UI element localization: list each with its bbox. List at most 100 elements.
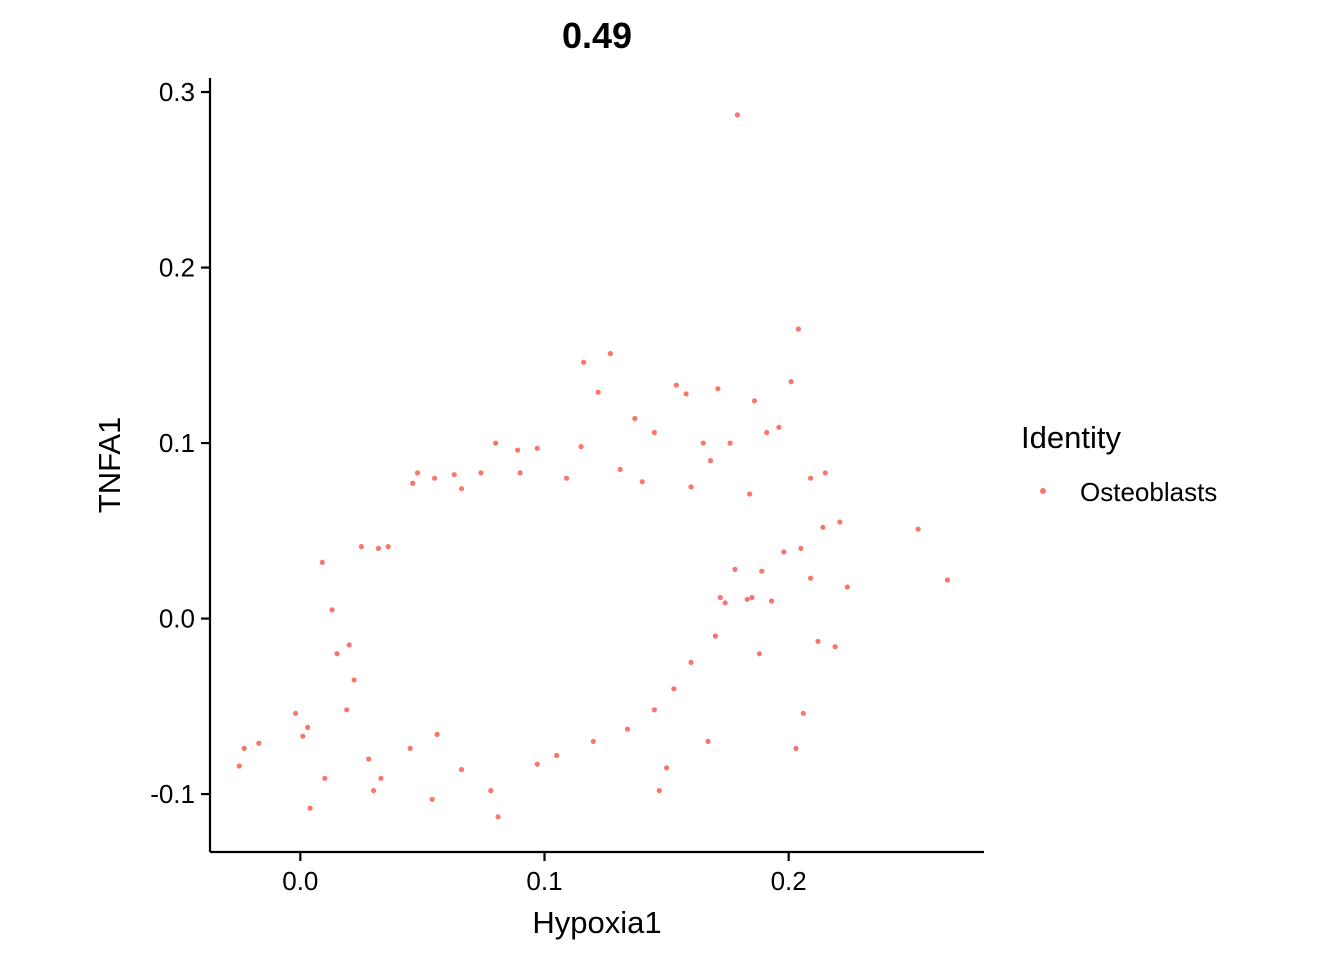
data-point — [305, 724, 311, 731]
data-point — [759, 568, 765, 574]
data-point — [717, 594, 723, 601]
data-point — [375, 545, 382, 552]
data-point — [837, 519, 843, 525]
data-point — [534, 445, 540, 451]
data-point — [344, 707, 350, 713]
data-point — [458, 766, 465, 773]
data-point — [781, 549, 787, 555]
data-point — [410, 480, 416, 486]
data-point — [673, 382, 680, 388]
data-point — [256, 740, 262, 746]
data-point — [607, 351, 614, 357]
y-tick-label: -0.1 — [150, 779, 195, 809]
data-point — [651, 429, 658, 436]
data-point — [300, 733, 306, 739]
data-point — [712, 633, 719, 639]
data-point — [705, 738, 711, 745]
data-point — [688, 484, 694, 490]
data-point — [751, 398, 758, 404]
data-point — [371, 788, 377, 794]
data-point — [744, 596, 750, 602]
data-point — [734, 112, 741, 118]
data-point — [517, 470, 523, 476]
data-point — [554, 752, 560, 759]
data-point — [749, 594, 755, 601]
data-point — [844, 584, 850, 590]
data-point — [764, 429, 770, 436]
legend-label-osteoblasts: Osteoblasts — [1080, 477, 1217, 507]
data-point — [432, 475, 438, 481]
y-axis-title: TNFA1 — [92, 417, 127, 513]
data-point — [715, 386, 721, 392]
data-point — [581, 359, 587, 365]
data-point — [915, 526, 921, 532]
data-point — [590, 738, 596, 745]
data-point — [664, 765, 670, 771]
data-point — [769, 598, 775, 604]
data-point — [292, 710, 299, 716]
y-axis-ticks: -0.1 0.0 0.1 0.2 0.3 — [150, 77, 210, 809]
data-point — [756, 651, 763, 657]
data-point — [671, 686, 677, 692]
data-point — [688, 659, 694, 666]
data-point — [478, 470, 484, 476]
data-point — [788, 379, 794, 385]
legend-key-osteoblasts — [1040, 488, 1046, 494]
data-point — [578, 444, 584, 450]
data-point — [351, 677, 357, 683]
data-point — [808, 475, 814, 481]
data-point — [727, 440, 733, 446]
y-tick-label: 0.1 — [159, 428, 195, 458]
data-point — [385, 544, 391, 550]
legend: Identity Osteoblasts — [1021, 420, 1217, 507]
data-point — [495, 814, 501, 820]
data-point — [329, 607, 335, 613]
data-point — [632, 415, 638, 422]
y-tick-label: 0.2 — [159, 253, 195, 283]
data-point — [534, 761, 540, 767]
data-point — [617, 466, 623, 472]
data-point — [346, 642, 352, 648]
data-point — [563, 475, 570, 481]
data-point — [378, 775, 384, 781]
data-point — [707, 458, 714, 464]
data-point — [808, 575, 814, 581]
data-point — [236, 763, 242, 769]
data-point — [434, 731, 440, 738]
data-point — [776, 424, 782, 430]
data-point — [595, 389, 601, 395]
data-point — [241, 745, 247, 752]
data-point — [944, 577, 951, 583]
x-tick-label: 0.1 — [526, 866, 562, 896]
data-point — [488, 788, 494, 794]
chart-title: 0.49 — [562, 15, 632, 56]
data-point — [815, 638, 821, 645]
data-point — [307, 805, 313, 811]
data-point — [334, 651, 340, 657]
point-layer — [236, 112, 951, 820]
data-point — [795, 326, 802, 332]
data-point — [820, 524, 826, 530]
data-point — [793, 745, 799, 752]
x-tick-label: 0.2 — [771, 866, 807, 896]
y-tick-label: 0.3 — [159, 77, 195, 107]
data-point — [832, 644, 838, 650]
data-point — [319, 559, 325, 566]
data-point — [639, 479, 645, 485]
data-point — [683, 391, 689, 397]
data-point — [458, 486, 465, 492]
data-point — [651, 707, 658, 713]
x-axis-title: Hypoxia1 — [532, 905, 661, 940]
data-point — [700, 440, 706, 446]
data-point — [515, 447, 521, 453]
data-point — [656, 788, 662, 794]
x-tick-label: 0.0 — [282, 866, 318, 896]
data-point — [800, 710, 806, 716]
data-point — [407, 745, 413, 752]
legend-title: Identity — [1021, 420, 1121, 455]
data-point — [624, 726, 631, 732]
data-point — [822, 470, 828, 476]
data-point — [747, 491, 753, 497]
